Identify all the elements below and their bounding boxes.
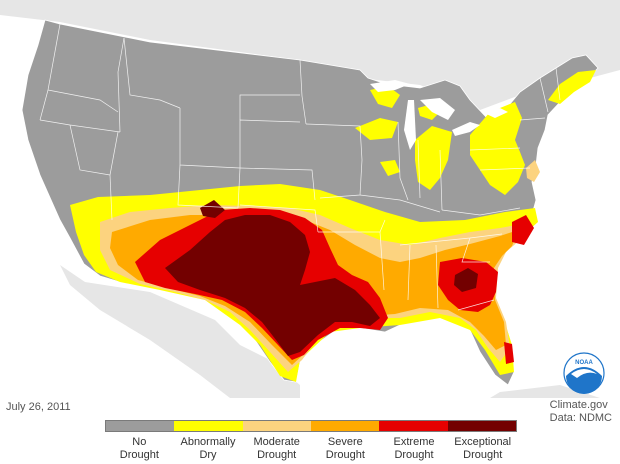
drought-map xyxy=(0,0,620,398)
legend-swatch-severe-drought xyxy=(310,421,380,431)
legend-swatch-abnormally-dry xyxy=(174,421,243,431)
mexico-land xyxy=(60,265,300,398)
legend-label-no-drought: No Drought xyxy=(119,436,159,461)
legend-label-abnormally-dry: Abnormally Dry xyxy=(180,436,236,461)
legend-swatch-no-drought xyxy=(106,421,175,431)
legend-labels: No Drought Abnormally Dry Moderate Droug… xyxy=(105,436,517,462)
exceptional-drought-areas xyxy=(165,200,478,356)
noaa-logo-text: NOAA xyxy=(575,360,593,366)
legend-swatch-extreme-drought xyxy=(379,421,448,431)
noaa-logo: NOAA xyxy=(563,352,605,394)
legend-swatch-moderate-drought xyxy=(242,421,311,431)
legend-swatch-exceptional-drought xyxy=(447,421,516,431)
credit-source: Climate.gov xyxy=(549,399,608,411)
legend-label-severe-drought: Severe Drought xyxy=(325,436,365,461)
legend-label-exceptional-drought: Exceptional Drought xyxy=(454,436,512,461)
map-date: July 26, 2011 xyxy=(6,401,71,413)
cuba-land xyxy=(490,385,600,398)
state-borders xyxy=(39,23,561,311)
credit-data: Data: NDMC xyxy=(549,412,612,424)
great-lakes xyxy=(370,80,508,150)
legend-label-extreme-drought: Extreme Drought xyxy=(393,436,435,461)
legend-label-moderate-drought: Moderate Drought xyxy=(253,436,300,461)
canada-land xyxy=(0,0,620,110)
legend-color-bar xyxy=(105,420,517,432)
credit-block: Climate.gov Data: NDMC xyxy=(550,399,612,425)
